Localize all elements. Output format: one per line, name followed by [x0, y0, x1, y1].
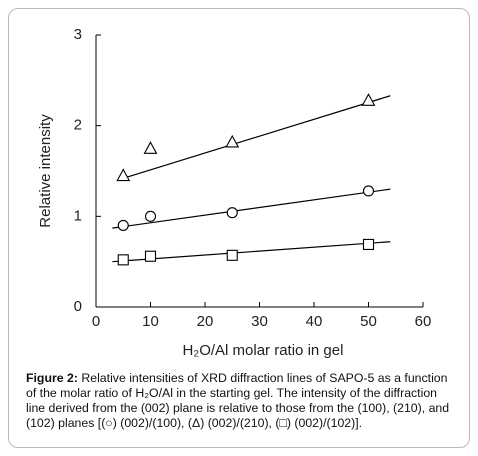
caption: Figure 2: Relative intensities of XRD di…: [26, 371, 454, 431]
marker: [117, 254, 129, 266]
x-tick-label: 10: [142, 313, 159, 330]
marker: [362, 238, 375, 250]
figure-frame: [8, 8, 470, 448]
chart: H₂O/Al molar ratio in gel Relative inten…: [37, 26, 432, 359]
marker: [144, 250, 157, 262]
x-tick-label: 50: [360, 313, 377, 330]
marker: [117, 219, 129, 231]
y-axis-label: Relative intensity: [37, 114, 54, 228]
marker: [144, 210, 157, 222]
fit-line: [112, 188, 391, 229]
marker: [362, 185, 375, 197]
marker: [143, 141, 158, 154]
marker: [361, 93, 376, 106]
caption-label: Figure 2:: [26, 371, 78, 385]
y-tick-label: 0: [74, 298, 82, 315]
marker: [226, 207, 238, 219]
x-tick-label: 20: [197, 313, 214, 330]
marker: [225, 134, 240, 148]
x-tick-label: 60: [415, 313, 432, 330]
x-tick-label: 0: [92, 313, 100, 330]
x-axis-label: H₂O/Al molar ratio in gel: [183, 342, 344, 359]
fit-line: [123, 95, 391, 179]
marker: [116, 168, 131, 182]
y-tick-label: 1: [74, 207, 82, 224]
y-tick-label: 2: [74, 117, 82, 134]
x-tick-label: 30: [251, 313, 268, 330]
fit-line: [112, 241, 391, 263]
y-tick-label: 3: [74, 26, 82, 43]
caption-text: Relative intensities of XRD diffraction …: [26, 371, 450, 430]
x-tick-label: 40: [306, 313, 323, 330]
marker: [226, 249, 238, 261]
